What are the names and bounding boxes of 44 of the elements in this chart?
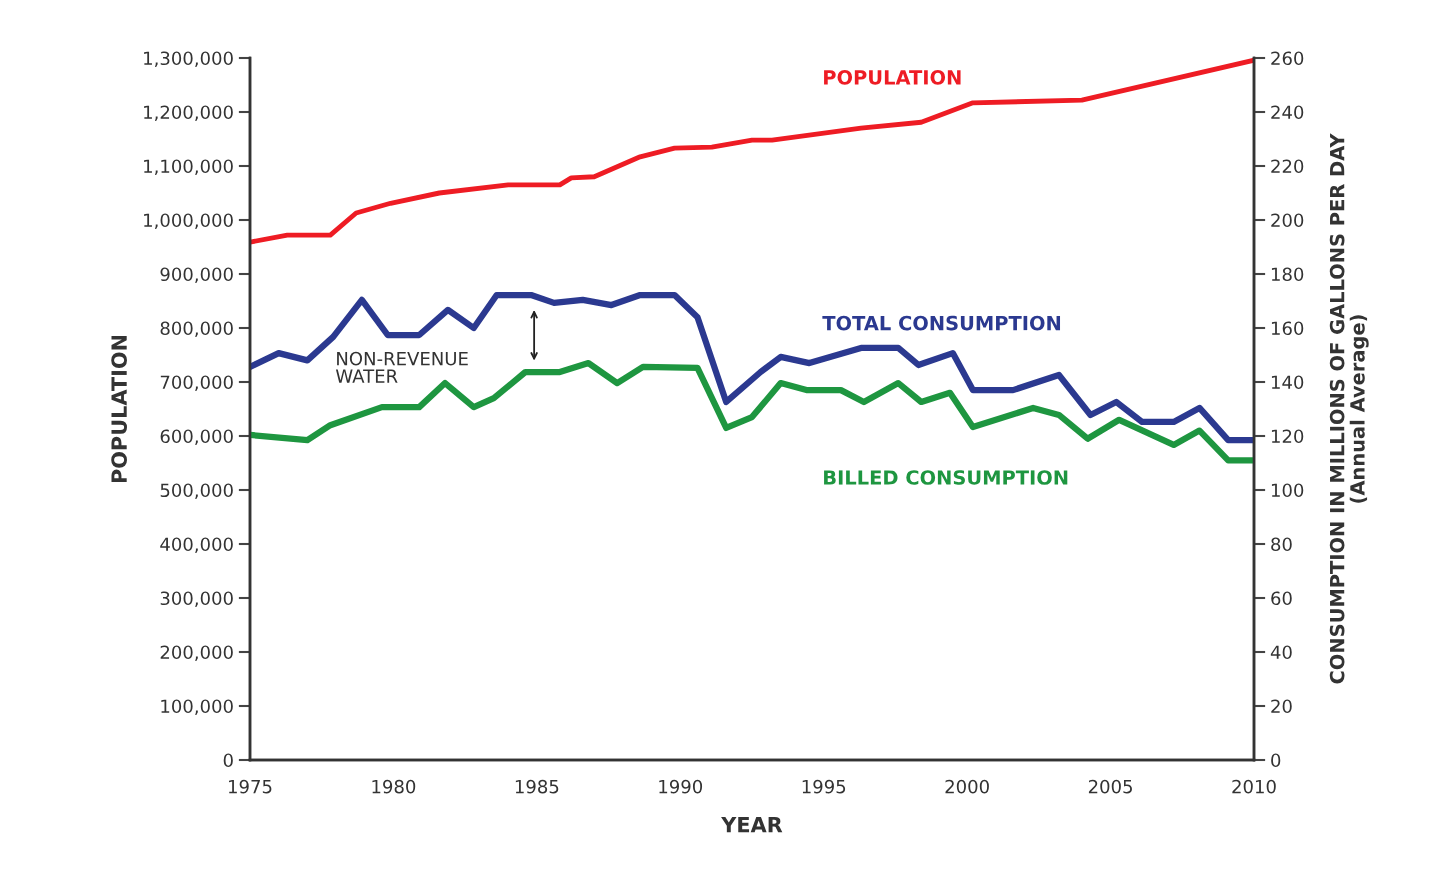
y-axis-title: POPULATION <box>111 335 127 483</box>
y2-tick-label: 260 <box>1271 51 1304 66</box>
x-tick-label: 1980 <box>372 779 416 794</box>
y2-tick-label: 240 <box>1271 105 1304 120</box>
y-tick-label: 1,200,000 <box>144 105 233 121</box>
y2-tick-label: 100 <box>1271 483 1304 498</box>
y2-tick-label: 140 <box>1271 375 1304 390</box>
y2-tick-label: 180 <box>1271 267 1304 282</box>
x-tick-label: 1990 <box>659 779 703 794</box>
y-tick-label: 200,000 <box>160 645 233 661</box>
series-label: TOTAL CONSUMPTION <box>822 315 1061 331</box>
x-tick-label: 2000 <box>945 779 989 794</box>
y-tick-label: 800,000 <box>160 321 233 337</box>
line-series <box>250 58 1254 245</box>
y2-tick-label: 220 <box>1271 159 1304 174</box>
x-tick-label: 1985 <box>515 779 559 794</box>
x-tick-label: 2010 <box>1232 779 1276 794</box>
y-tick-label: 100,000 <box>161 699 233 715</box>
x-tick-label: 1975 <box>229 779 272 794</box>
y-tick-label: 900,000 <box>160 267 233 283</box>
y2-tick-label: 0 <box>1271 753 1281 768</box>
y-tick-label: 1,300,000 <box>144 51 233 67</box>
annotation: NON-REVENUE WATER <box>335 351 468 383</box>
y2-tick-label: 80 <box>1271 537 1292 552</box>
y-tick-label: 500,000 <box>160 483 233 499</box>
y-tick-label: 1,100,000 <box>144 159 233 175</box>
y-tick-label: 1,000,000 <box>144 213 233 229</box>
x-tick-label: 2005 <box>1088 779 1132 794</box>
y2-tick-label: 160 <box>1271 321 1304 336</box>
y2-tick-label: 200 <box>1271 213 1304 228</box>
y-tick-label: 400,000 <box>160 537 233 553</box>
y2-axis-title: CONSUMPTION IN MILLIONS OF GALLONS PER DAY (Annual Average) <box>1329 133 1369 684</box>
x-tick-label: 1995 <box>802 779 846 794</box>
y-tick-label: 600,000 <box>160 429 233 445</box>
series-label: POPULATION <box>824 69 961 85</box>
y2-tick-label: 120 <box>1271 429 1304 444</box>
y2-tick-label: 40 <box>1270 645 1292 660</box>
y-tick-label: 0 <box>223 753 233 768</box>
y2-tick-label: 20 <box>1271 699 1292 714</box>
y2-tick-label: 60 <box>1271 591 1292 606</box>
y-tick-label: 300,000 <box>160 591 233 607</box>
y-tick-label: 700,000 <box>160 375 233 391</box>
x-axis-title: YEAR <box>721 817 783 833</box>
series-label: BILLED CONSUMPTION <box>824 470 1068 485</box>
